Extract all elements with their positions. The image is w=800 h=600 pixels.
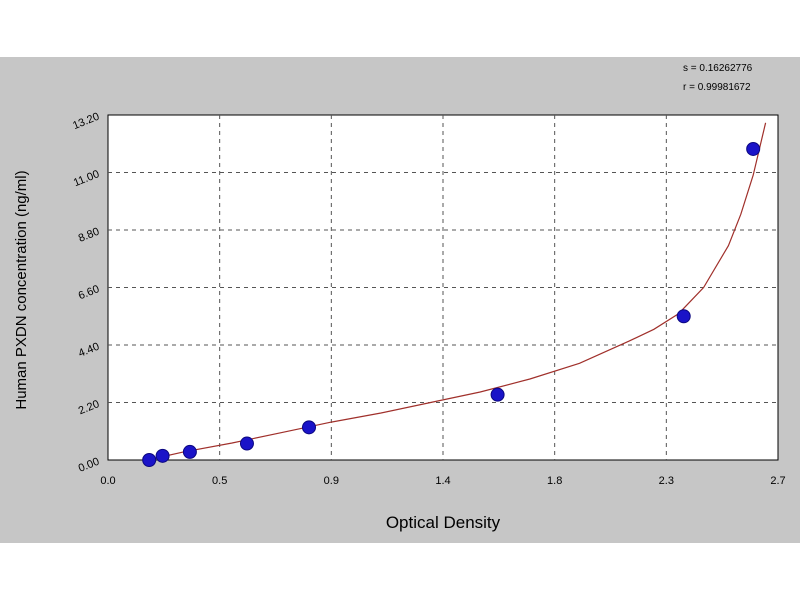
y-tick-label: 2.20 bbox=[77, 398, 101, 417]
s-value: s = 0.16262776 bbox=[683, 63, 753, 74]
y-tick-label: 4.40 bbox=[77, 341, 101, 360]
grid bbox=[108, 115, 778, 460]
data-point bbox=[142, 453, 157, 467]
y-tick-label: 0.00 bbox=[77, 456, 101, 475]
y-tick-label: 6.60 bbox=[77, 283, 101, 302]
y-tick-labels: 0.00 2.20 4.40 6.60 8.80 11.00 13.20 bbox=[71, 111, 101, 475]
fit-curve bbox=[147, 122, 767, 461]
data-point bbox=[155, 448, 170, 463]
y-tick-label: 11.00 bbox=[72, 168, 101, 189]
data-point bbox=[239, 436, 254, 451]
fit-statistics: s = 0.16262776 r = 0.99981672 bbox=[683, 59, 752, 97]
x-tick-label: 0.5 bbox=[212, 475, 227, 487]
x-tick-label: 2.7 bbox=[770, 475, 785, 487]
x-tick-label: 1.8 bbox=[547, 475, 562, 487]
data-points bbox=[142, 141, 761, 467]
data-point bbox=[676, 309, 691, 324]
data-point bbox=[302, 420, 316, 435]
r-value: r = 0.99981672 bbox=[683, 82, 751, 93]
y-tick-label: 8.80 bbox=[77, 226, 101, 245]
x-tick-label: 1.4 bbox=[435, 475, 450, 487]
y-tick-label: 13.20 bbox=[71, 111, 101, 132]
x-tick-label: 0.9 bbox=[324, 475, 339, 487]
data-point bbox=[490, 387, 505, 402]
data-point bbox=[182, 444, 197, 459]
y-axis-label: Human PXDN concentration (ng/ml) bbox=[13, 170, 30, 409]
x-axis-label: Optical Density bbox=[386, 513, 501, 532]
x-tick-label: 2.3 bbox=[659, 475, 674, 487]
x-tick-labels: 0.0 0.5 0.9 1.4 1.8 2.3 2.7 bbox=[100, 475, 785, 487]
x-tick-label: 0.0 bbox=[100, 475, 115, 487]
data-point bbox=[746, 141, 761, 156]
